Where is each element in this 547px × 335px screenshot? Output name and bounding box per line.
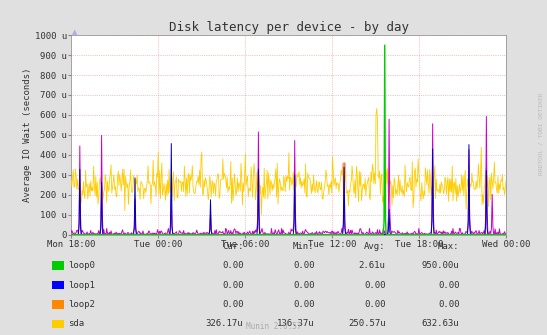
Text: loop0: loop0 xyxy=(68,261,95,270)
Text: Avg:: Avg: xyxy=(364,242,386,251)
Text: ▲: ▲ xyxy=(72,29,77,35)
Text: Munin 2.0.57: Munin 2.0.57 xyxy=(246,322,301,331)
Text: loop1: loop1 xyxy=(68,281,95,289)
Text: 0.00: 0.00 xyxy=(293,281,315,289)
Text: sda: sda xyxy=(68,320,84,328)
Text: 0.00: 0.00 xyxy=(364,281,386,289)
Y-axis label: Average IO Wait (seconds): Average IO Wait (seconds) xyxy=(23,68,32,202)
Text: 632.63u: 632.63u xyxy=(422,320,459,328)
Text: Max:: Max: xyxy=(438,242,459,251)
Title: Disk latency per device - by day: Disk latency per device - by day xyxy=(168,21,409,34)
Text: 0.00: 0.00 xyxy=(293,300,315,309)
Text: 0.00: 0.00 xyxy=(438,281,459,289)
Text: RRDTOOL / TOBI OETIKER: RRDTOOL / TOBI OETIKER xyxy=(538,93,543,175)
Text: 326.17u: 326.17u xyxy=(206,320,243,328)
Text: Min:: Min: xyxy=(293,242,315,251)
Text: 0.00: 0.00 xyxy=(222,300,243,309)
Text: 0.00: 0.00 xyxy=(293,261,315,270)
Text: 0.00: 0.00 xyxy=(222,261,243,270)
Text: 2.61u: 2.61u xyxy=(359,261,386,270)
Text: 0.00: 0.00 xyxy=(438,300,459,309)
Text: 250.57u: 250.57u xyxy=(348,320,386,328)
Text: Cur:: Cur: xyxy=(222,242,243,251)
Text: 0.00: 0.00 xyxy=(222,281,243,289)
Text: 136.37u: 136.37u xyxy=(277,320,315,328)
Text: loop2: loop2 xyxy=(68,300,95,309)
Text: 0.00: 0.00 xyxy=(364,300,386,309)
Text: 950.00u: 950.00u xyxy=(422,261,459,270)
